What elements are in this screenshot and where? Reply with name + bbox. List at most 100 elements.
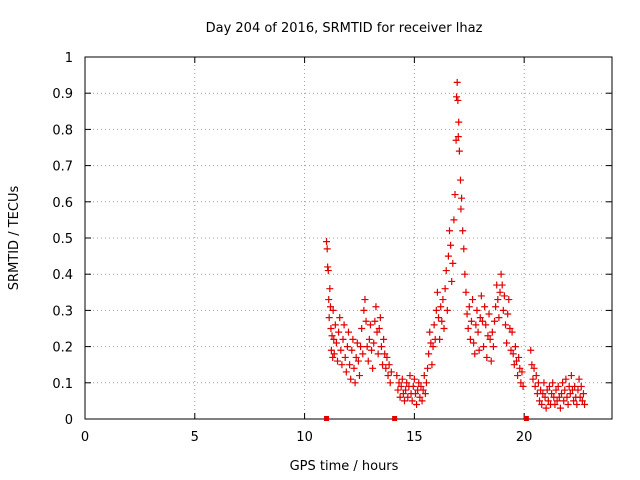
data-point bbox=[518, 368, 526, 376]
data-point bbox=[578, 397, 586, 405]
data-point bbox=[341, 353, 349, 361]
data-point bbox=[417, 382, 425, 390]
data-point bbox=[349, 335, 357, 343]
data-point bbox=[548, 390, 556, 398]
y-tick-label: 0 bbox=[65, 413, 73, 428]
data-point bbox=[424, 364, 432, 372]
data-point bbox=[452, 136, 460, 144]
data-point bbox=[435, 314, 443, 322]
data-point bbox=[328, 332, 336, 340]
data-point bbox=[574, 386, 582, 394]
data-point bbox=[498, 281, 506, 289]
data-point bbox=[577, 382, 585, 390]
data-point bbox=[500, 292, 508, 300]
data-point bbox=[366, 321, 374, 329]
y-tick-label: 0.7 bbox=[52, 160, 73, 175]
data-point bbox=[396, 393, 404, 401]
data-point bbox=[415, 379, 423, 387]
data-point bbox=[416, 393, 424, 401]
data-point bbox=[400, 397, 408, 405]
data-point bbox=[385, 361, 393, 369]
data-point bbox=[516, 364, 524, 372]
data-point bbox=[486, 335, 494, 343]
data-point bbox=[331, 321, 339, 329]
data-point bbox=[454, 96, 462, 104]
data-point bbox=[469, 296, 477, 304]
data-point bbox=[496, 288, 504, 296]
data-point bbox=[511, 343, 519, 351]
x-tick-label: 0 bbox=[81, 430, 89, 445]
data-point bbox=[384, 372, 392, 380]
data-point bbox=[342, 368, 350, 376]
data-point bbox=[436, 335, 444, 343]
data-point bbox=[541, 393, 549, 401]
data-point bbox=[457, 205, 465, 213]
data-point bbox=[343, 343, 351, 351]
data-point bbox=[329, 306, 337, 314]
data-point bbox=[362, 317, 370, 325]
data-point bbox=[499, 306, 507, 314]
data-point bbox=[537, 386, 545, 394]
data-point bbox=[556, 404, 564, 412]
data-point bbox=[448, 277, 456, 285]
data-point bbox=[481, 303, 489, 311]
data-point bbox=[515, 353, 523, 361]
data-point bbox=[488, 328, 496, 336]
data-point bbox=[497, 270, 505, 278]
y-tick-label: 0.8 bbox=[52, 123, 73, 138]
data-point bbox=[441, 285, 449, 293]
data-point bbox=[554, 382, 562, 390]
x-tick-label: 5 bbox=[191, 430, 199, 445]
data-point bbox=[460, 245, 468, 253]
data-point bbox=[413, 401, 421, 409]
data-points bbox=[323, 78, 589, 412]
data-point bbox=[561, 386, 569, 394]
data-point bbox=[426, 328, 434, 336]
data-point bbox=[512, 357, 520, 365]
data-point bbox=[576, 393, 584, 401]
data-point bbox=[383, 353, 391, 361]
data-point bbox=[471, 350, 479, 358]
y-tick-label: 0.1 bbox=[52, 377, 73, 392]
data-point bbox=[364, 357, 372, 365]
data-point bbox=[332, 339, 340, 347]
data-point bbox=[372, 303, 380, 311]
data-point bbox=[517, 379, 525, 387]
data-point bbox=[472, 321, 480, 329]
data-point bbox=[360, 306, 368, 314]
y-tick-label: 0.2 bbox=[52, 341, 73, 356]
y-tick-label: 0.4 bbox=[52, 268, 73, 283]
data-point bbox=[462, 288, 470, 296]
y-tick-label: 1 bbox=[65, 51, 73, 66]
data-point bbox=[323, 245, 331, 253]
data-point bbox=[506, 325, 514, 332]
data-point bbox=[453, 78, 461, 86]
data-point bbox=[559, 379, 567, 387]
data-point bbox=[368, 346, 376, 354]
data-point bbox=[357, 343, 365, 351]
data-point bbox=[454, 133, 462, 141]
data-point bbox=[347, 375, 355, 383]
data-point bbox=[538, 401, 546, 409]
data-point bbox=[473, 306, 481, 314]
data-point bbox=[470, 339, 478, 347]
data-point bbox=[325, 314, 333, 322]
data-point bbox=[489, 343, 497, 351]
data-point bbox=[370, 339, 378, 347]
data-point bbox=[446, 227, 454, 235]
data-point bbox=[543, 386, 551, 394]
data-point bbox=[419, 386, 427, 394]
data-point bbox=[542, 404, 550, 412]
data-point bbox=[369, 364, 377, 372]
data-point bbox=[326, 285, 334, 293]
data-point bbox=[352, 353, 360, 361]
data-point bbox=[451, 191, 459, 199]
data-point bbox=[573, 401, 581, 409]
data-point bbox=[551, 401, 559, 409]
y-tick-label: 0.6 bbox=[52, 196, 73, 211]
data-point bbox=[510, 361, 518, 369]
data-point bbox=[393, 372, 401, 380]
data-point bbox=[571, 382, 579, 390]
data-point bbox=[340, 321, 348, 329]
